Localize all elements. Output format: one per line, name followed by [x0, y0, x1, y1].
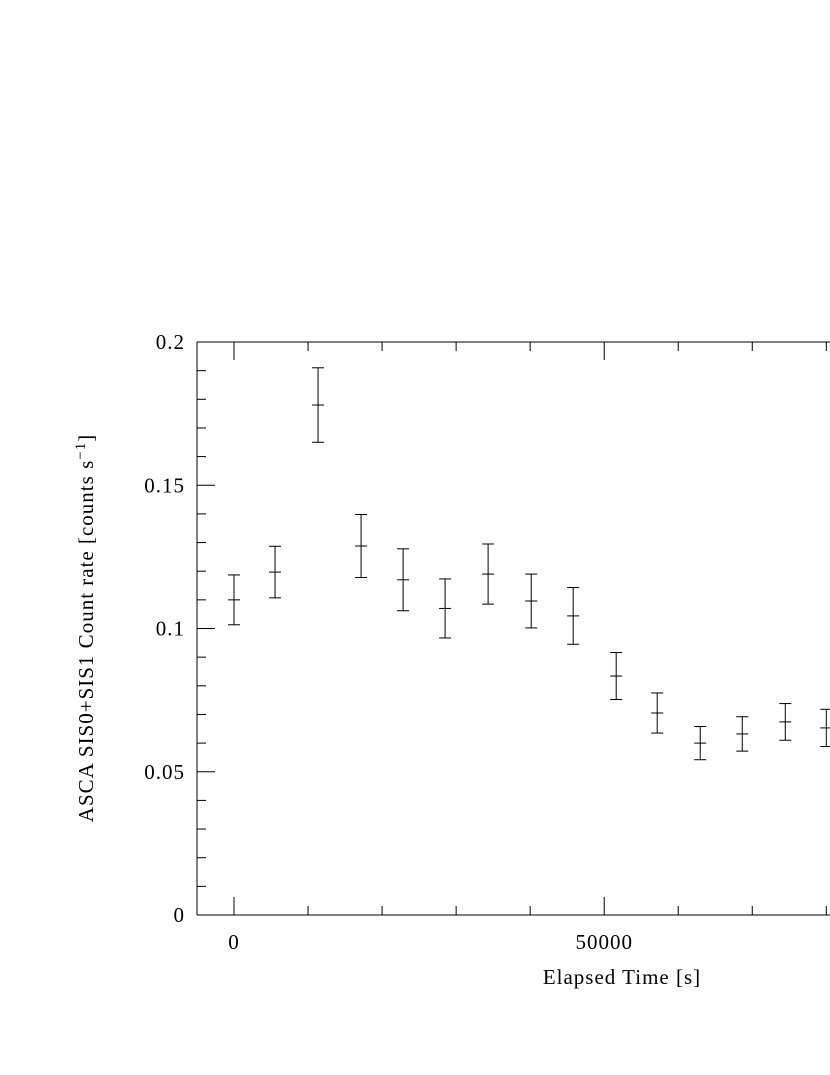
error-bar — [694, 725, 707, 761]
y-tick-label: 0 — [174, 903, 186, 927]
error-bar — [567, 587, 580, 645]
error-bar — [779, 703, 792, 741]
y-tick-label: 0.05 — [144, 760, 185, 784]
error-bar — [312, 367, 325, 443]
x-tick-label: 50000 — [575, 930, 633, 954]
y-tick-label: 0.2 — [156, 330, 185, 354]
error-bar — [525, 573, 538, 629]
error-bar — [355, 513, 368, 579]
error-bar — [610, 652, 623, 701]
y-axis-label: ASCA SIS0+SIS1 Count rate [counts s−1] — [73, 434, 98, 822]
y-axis-label-text: ASCA SIS0+SIS1 Count rate [counts s — [74, 460, 98, 822]
error-bar — [820, 708, 830, 748]
y-axis-label-end: ] — [74, 434, 98, 442]
error-bar — [439, 578, 452, 639]
error-bar — [651, 692, 664, 734]
y-tick-label: 0.15 — [144, 473, 185, 497]
error-bar — [736, 716, 749, 752]
x-axis-label: Elapsed Time [s] — [543, 965, 701, 989]
x-tick-label: 0 — [228, 930, 240, 954]
error-bar — [482, 543, 495, 605]
y-axis-label-sup: −1 — [73, 442, 89, 460]
y-tick-label: 0.1 — [156, 617, 185, 641]
error-bar — [269, 545, 282, 599]
error-bar — [228, 574, 241, 626]
error-bar — [397, 548, 410, 612]
